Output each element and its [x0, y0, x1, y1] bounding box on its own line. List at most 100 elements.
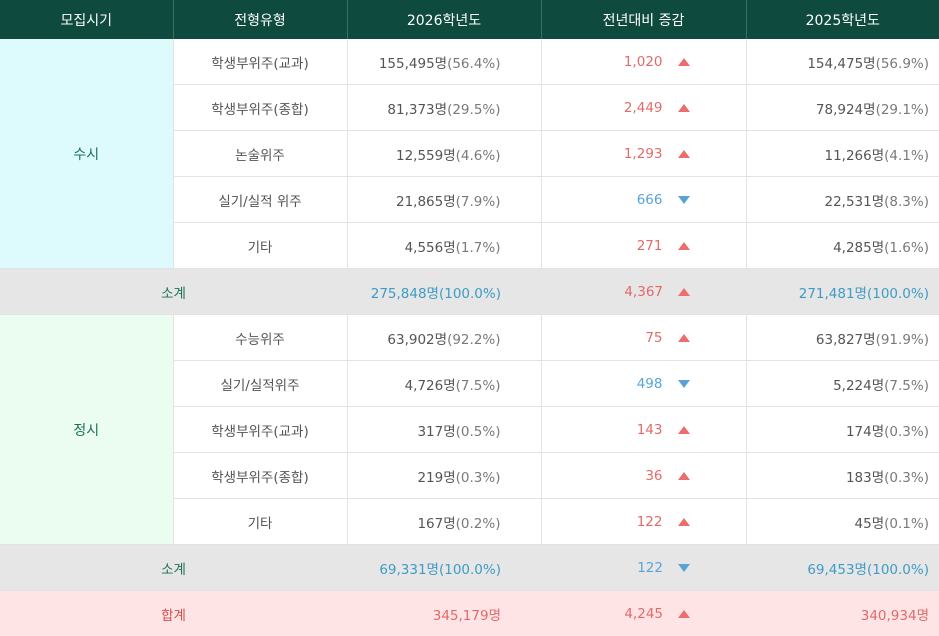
change-cell: 271 — [540, 222, 746, 269]
subtotal-2025-cell: 69,453명(100.0%) — [746, 544, 939, 591]
subtotal-row: 소계 69,331명(100.0%) 122 69,453명(100.0%) — [0, 544, 939, 591]
type-cell: 논술위주 — [172, 130, 347, 177]
subtotal-2025-cell: 271,481명(100.0%) — [746, 268, 939, 315]
table-row: 실기/실적위주 4,726명(7.5%) 498 5,224명(7.5%) — [0, 360, 939, 407]
percent-2026: (4.6%) — [455, 147, 501, 164]
value-2026: 81,373명 — [387, 101, 448, 118]
type-cell: 학생부위주(교과) — [172, 39, 347, 85]
subtotal-percent-2026: (100.0%) — [438, 285, 501, 302]
value-2025: 45명 — [854, 515, 885, 532]
subtotal-2025: 69,453명 — [807, 561, 867, 578]
subtotal-row: 소계 275,848명(100.0%) 4,367 271,481명(100.0%) — [0, 268, 939, 315]
value-2025-cell: 4,285명(1.6%) — [745, 222, 939, 269]
value-2026-cell: 167명(0.2%) — [346, 498, 541, 545]
triangle-down-icon — [677, 379, 690, 388]
change-value: 271 — [636, 237, 663, 254]
triangle-up-icon — [677, 517, 690, 526]
change-value: 498 — [636, 375, 663, 392]
change-cell: 143 — [540, 406, 746, 453]
change-cell: 2,449 — [540, 84, 746, 131]
type-cell: 학생부위주(종합) — [172, 84, 347, 131]
type-cell: 실기/실적위주 — [172, 360, 347, 407]
value-2026-cell: 21,865명(7.9%) — [346, 176, 541, 223]
subtotal-change-cell: 122 — [541, 544, 746, 591]
triangle-down-icon — [678, 563, 690, 572]
percent-2026: (0.5%) — [455, 423, 501, 440]
subtotal-label: 소계 — [0, 544, 347, 591]
triangle-up-icon — [677, 333, 690, 342]
value-2026-cell: 219명(0.3%) — [346, 452, 541, 499]
subtotal-percent-2026: (100.0%) — [438, 561, 501, 578]
subtotal-2026: 69,331명 — [379, 561, 439, 578]
percent-2026: (0.2%) — [455, 515, 501, 532]
change-value: 36 — [645, 467, 663, 484]
header-type: 전형유형 — [172, 0, 347, 39]
percent-2025: (0.3%) — [884, 423, 929, 440]
change-cell: 666 — [540, 176, 746, 223]
percent-2025: (8.3%) — [884, 193, 929, 210]
value-2025-cell: 5,224명(7.5%) — [745, 360, 939, 407]
value-2026-cell: 12,559명(4.6%) — [346, 130, 541, 177]
header-2025: 2025학년도 — [745, 0, 939, 39]
percent-2026: (0.3%) — [455, 469, 501, 486]
table-row: 논술위주 12,559명(4.6%) 1,293 11,266명(4.1%) — [0, 130, 939, 177]
value-2026: 4,556명 — [404, 239, 456, 256]
value-2025-cell: 154,475명(56.9%) — [745, 39, 939, 85]
value-2026-cell: 4,726명(7.5%) — [346, 360, 541, 407]
value-2025: 4,285명 — [833, 239, 885, 256]
percent-2026: (92.2%) — [447, 331, 501, 348]
total-2025: 340,934명 — [860, 607, 929, 624]
value-2025: 22,531명 — [824, 193, 885, 210]
percent-2025: (0.1%) — [884, 515, 929, 532]
subtotal-percent-2025: (100.0%) — [866, 285, 929, 302]
percent-2025: (56.9%) — [875, 55, 929, 72]
percent-2026: (7.9%) — [455, 193, 501, 210]
total-2026-cell: 345,179명 — [347, 590, 541, 636]
change-value: 143 — [636, 421, 663, 438]
change-value: 4,367 — [624, 283, 663, 300]
subtotal-label: 소계 — [0, 268, 347, 315]
total-2025-cell: 340,934명 — [746, 590, 939, 636]
value-2025-cell: 45명(0.1%) — [745, 498, 939, 545]
subtotal-2026-cell: 275,848명(100.0%) — [347, 268, 541, 315]
change-value: 666 — [636, 191, 663, 208]
value-2025-cell: 174명(0.3%) — [745, 406, 939, 453]
type-cell: 학생부위주(종합) — [172, 452, 347, 499]
type-cell: 수능위주 — [172, 314, 347, 361]
value-2026: 219명 — [417, 469, 456, 486]
triangle-up-icon — [677, 149, 690, 158]
table-row: 학생부위주(종합) 219명(0.3%) 36 183명 (0.3%) — [0, 452, 939, 499]
value-2026: 317명 — [417, 423, 456, 440]
subtotal-2026: 275,848명 — [370, 285, 439, 302]
total-2026: 345,179명 — [432, 607, 501, 624]
percent-2025: (1.6%) — [884, 239, 929, 256]
total-change-cell: 4,245 — [541, 590, 746, 636]
change-value: 75 — [645, 329, 663, 346]
change-cell: 498 — [540, 360, 746, 407]
type-cell: 기타 — [172, 498, 347, 545]
value-2025-cell: 11,266명(4.1%) — [745, 130, 939, 177]
table-row: 학생부위주(교과) 317명(0.5%) 143 174명(0.3%) — [0, 406, 939, 453]
percent-2026: (7.5%) — [455, 377, 501, 394]
value-2026: 167명 — [417, 515, 456, 532]
triangle-up-icon — [677, 57, 690, 66]
percent-2025: (91.9%) — [875, 331, 929, 348]
value-2026: 4,726명 — [404, 377, 456, 394]
value-2026-cell: 317명(0.5%) — [346, 406, 541, 453]
value-2026: 12,559명 — [395, 147, 456, 164]
value-2025: 78,924명 — [815, 101, 876, 118]
table-row: 기타 167명(0.2%) 122 45명(0.1%) — [0, 498, 939, 545]
triangle-up-icon — [677, 471, 690, 480]
change-cell: 36 — [540, 452, 746, 499]
subtotal-change-cell: 4,367 — [541, 268, 746, 315]
change-cell: 1,293 — [540, 130, 746, 177]
subtotal-percent-2025: (100.0%) — [866, 561, 929, 578]
value-2026-cell: 63,902명(92.2%) — [346, 314, 541, 361]
table-body: 수시 학생부위주(교과) 155,495명(56.4%) 1,020 154,475명(… — [0, 39, 939, 636]
header-period: 모집시기 — [0, 0, 173, 39]
change-value: 1,293 — [623, 145, 663, 162]
type-cell: 실기/실적 위주 — [172, 176, 347, 223]
value-2025: 183명 — [845, 469, 885, 486]
subtotal-2025: 271,481명 — [798, 285, 867, 302]
